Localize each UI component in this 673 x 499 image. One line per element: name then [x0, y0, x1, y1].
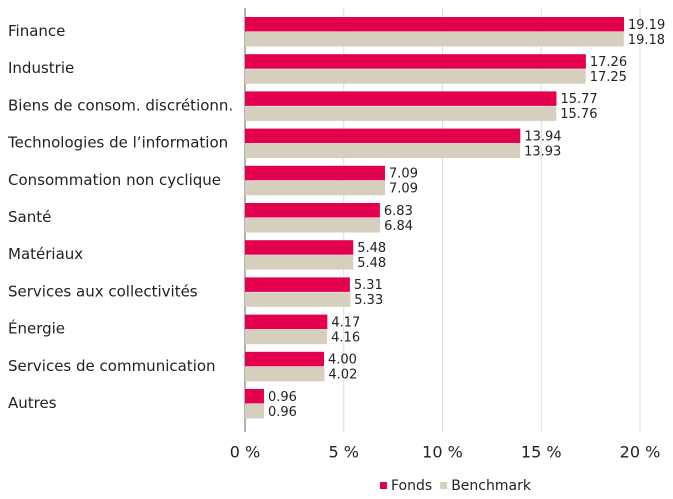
bar	[245, 255, 354, 270]
category-label: Services de communication	[8, 357, 216, 375]
value-label: 5.48	[357, 256, 386, 271]
bar	[245, 17, 625, 32]
bar	[245, 180, 386, 196]
category-label: Santé	[8, 208, 51, 226]
category-label: Industrie	[8, 59, 74, 77]
category-label: Consommation non cyclique	[8, 171, 221, 189]
bar	[245, 404, 264, 419]
value-label: 13.93	[524, 144, 561, 159]
value-label: 4.02	[328, 368, 357, 383]
bar	[245, 240, 354, 255]
category-label: Énergie	[8, 319, 65, 338]
bar	[245, 106, 557, 121]
value-label: 7.09	[389, 167, 418, 182]
value-label: 0.96	[268, 405, 297, 420]
value-label: 17.26	[590, 55, 627, 70]
bar	[245, 366, 325, 382]
value-label: 19.18	[628, 33, 665, 48]
value-label: 15.76	[560, 107, 597, 122]
bar	[245, 277, 350, 292]
legend-label: Fonds	[391, 478, 432, 494]
category-label: Services aux collectivités	[8, 282, 198, 300]
category-label: Finance	[8, 22, 65, 40]
value-label: 17.25	[590, 70, 627, 85]
bar	[245, 165, 386, 181]
category-label: Autres	[8, 394, 57, 412]
x-tick-label: 5 %	[329, 443, 359, 462]
bar	[245, 389, 264, 404]
value-label: 4.17	[331, 315, 360, 330]
value-label: 4.00	[328, 353, 357, 368]
category-label: Technologies de l’information	[7, 134, 228, 152]
value-label: 5.48	[357, 241, 386, 256]
value-label: 4.16	[331, 330, 360, 345]
legend-label: Benchmark	[451, 478, 532, 494]
legend-swatch	[440, 482, 448, 489]
value-label: 5.31	[354, 278, 383, 293]
bar	[245, 91, 557, 106]
value-label: 6.83	[384, 204, 413, 219]
x-tick-label: 10 %	[422, 443, 463, 462]
bar	[245, 69, 586, 84]
bar	[245, 128, 521, 144]
bar	[245, 32, 624, 47]
bar	[245, 314, 328, 330]
bar	[245, 203, 380, 218]
value-label: 0.96	[268, 390, 297, 405]
value-label: 5.33	[354, 293, 383, 308]
bar	[245, 329, 328, 345]
value-label: 19.19	[628, 18, 665, 33]
category-label: Biens de consom. discrétionn.	[8, 96, 233, 114]
value-label: 15.77	[560, 92, 597, 107]
bar	[245, 54, 586, 69]
value-label: 6.84	[384, 219, 413, 234]
bar	[245, 351, 324, 367]
x-tick-label: 0 %	[230, 443, 260, 462]
bar	[245, 218, 381, 233]
bar	[245, 292, 351, 307]
legend-swatch	[380, 482, 387, 489]
value-label: 7.09	[389, 182, 418, 197]
x-tick-label: 15 %	[521, 443, 562, 462]
value-label: 13.94	[524, 129, 561, 144]
category-label: Matériaux	[8, 245, 83, 263]
x-tick-label: 20 %	[620, 443, 661, 462]
bar	[245, 143, 521, 159]
